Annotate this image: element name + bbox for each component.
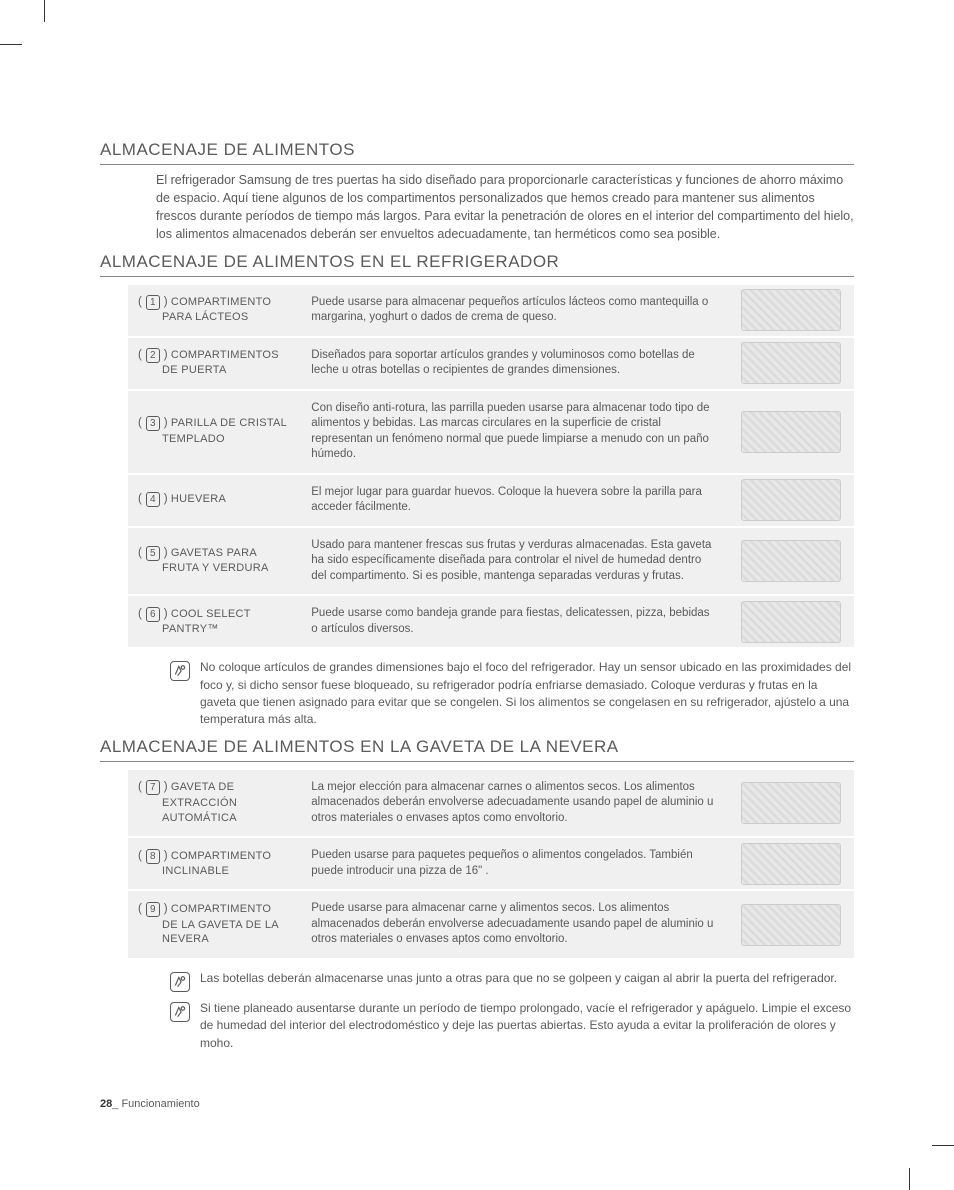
row-illustration bbox=[727, 391, 854, 473]
table-row: ( 1 ) COMPARTIMENTOPARA LÁCTEOSPuede usa… bbox=[128, 285, 854, 336]
note-text: Si tiene planeado ausentarse durante un … bbox=[200, 1000, 854, 1052]
row-description: El mejor lugar para guardar huevos. Colo… bbox=[305, 475, 727, 526]
row-illustration bbox=[727, 838, 854, 889]
table-row: ( 3 ) PARILLA DE CRISTALTEMPLADOCon dise… bbox=[128, 391, 854, 473]
footer-section: Funcionamiento bbox=[121, 1098, 199, 1110]
note-icon bbox=[170, 661, 190, 681]
row-label: ( 3 ) PARILLA DE CRISTALTEMPLADO bbox=[128, 391, 305, 473]
note-icon bbox=[170, 972, 190, 992]
food-illustration bbox=[741, 289, 841, 331]
note-ausencia: Si tiene planeado ausentarse durante un … bbox=[170, 1000, 854, 1052]
food-illustration bbox=[741, 601, 841, 643]
row-label: ( 9 ) COMPARTIMENTODE LA GAVETA DE LA NE… bbox=[128, 891, 305, 958]
row-label: ( 6 ) COOL SELECTPANTRY™ bbox=[128, 596, 305, 647]
food-illustration bbox=[741, 342, 841, 384]
row-description: Puede usarse como bandeja grande para fi… bbox=[305, 596, 727, 647]
table-row: ( 9 ) COMPARTIMENTODE LA GAVETA DE LA NE… bbox=[128, 891, 854, 958]
table-row: ( 7 ) GAVETA DEEXTRACCIÓN AUTOMÁTICALa m… bbox=[128, 770, 854, 837]
storage-table-drawer: ( 7 ) GAVETA DEEXTRACCIÓN AUTOMÁTICALa m… bbox=[128, 768, 854, 960]
row-label: ( 7 ) GAVETA DEEXTRACCIÓN AUTOMÁTICA bbox=[128, 770, 305, 837]
table-row: ( 2 ) COMPARTIMENTOSDE PUERTADiseñados p… bbox=[128, 338, 854, 389]
row-description: La mejor elección para almacenar carnes … bbox=[305, 770, 727, 837]
crop-mark bbox=[909, 1168, 910, 1190]
heading-almacenaje: ALMACENAJE DE ALIMENTOS bbox=[100, 140, 854, 165]
table-row: ( 4 ) HUEVERAEl mejor lugar para guardar… bbox=[128, 475, 854, 526]
intro-paragraph: El refrigerador Samsung de tres puertas … bbox=[156, 171, 854, 244]
food-illustration bbox=[741, 843, 841, 885]
row-label: ( 2 ) COMPARTIMENTOSDE PUERTA bbox=[128, 338, 305, 389]
row-illustration bbox=[727, 338, 854, 389]
crop-mark bbox=[932, 1145, 954, 1146]
food-illustration bbox=[741, 782, 841, 824]
row-description: Diseñados para soportar artículos grande… bbox=[305, 338, 727, 389]
note-botellas: Las botellas deberán almacenarse unas ju… bbox=[170, 970, 854, 992]
note-text: Las botellas deberán almacenarse unas ju… bbox=[200, 970, 837, 992]
row-label: ( 5 ) GAVETAS PARAFRUTA Y VERDURA bbox=[128, 528, 305, 595]
footer-sep: _ bbox=[112, 1098, 118, 1110]
note-sensor: No coloque artículos de grandes dimensio… bbox=[170, 659, 854, 729]
food-illustration bbox=[741, 540, 841, 582]
row-description: Puede usarse para almacenar carne y alim… bbox=[305, 891, 727, 958]
row-illustration bbox=[727, 596, 854, 647]
row-illustration bbox=[727, 770, 854, 837]
food-illustration bbox=[741, 904, 841, 946]
heading-gaveta: ALMACENAJE DE ALIMENTOS EN LA GAVETA DE … bbox=[100, 737, 854, 762]
row-illustration bbox=[727, 528, 854, 595]
row-description: Con diseño anti-rotura, las parrilla pue… bbox=[305, 391, 727, 473]
row-description: Usado para mantener frescas sus frutas y… bbox=[305, 528, 727, 595]
note-text: No coloque artículos de grandes dimensio… bbox=[200, 659, 854, 729]
row-illustration bbox=[727, 891, 854, 958]
manual-page: ALMACENAJE DE ALIMENTOS El refrigerador … bbox=[0, 0, 954, 1090]
row-illustration bbox=[727, 475, 854, 526]
row-label: ( 1 ) COMPARTIMENTOPARA LÁCTEOS bbox=[128, 285, 305, 336]
note-icon bbox=[170, 1002, 190, 1022]
food-illustration bbox=[741, 479, 841, 521]
table-row: ( 6 ) COOL SELECTPANTRY™Puede usarse com… bbox=[128, 596, 854, 647]
food-illustration bbox=[741, 411, 841, 453]
row-label: ( 4 ) HUEVERA bbox=[128, 475, 305, 526]
table-row: ( 5 ) GAVETAS PARAFRUTA Y VERDURAUsado p… bbox=[128, 528, 854, 595]
storage-table-fridge: ( 1 ) COMPARTIMENTOPARA LÁCTEOSPuede usa… bbox=[128, 283, 854, 650]
table-row: ( 8 ) COMPARTIMENTOINCLINABLEPueden usar… bbox=[128, 838, 854, 889]
page-number: 28 bbox=[100, 1098, 112, 1110]
row-label: ( 8 ) COMPARTIMENTOINCLINABLE bbox=[128, 838, 305, 889]
row-illustration bbox=[727, 285, 854, 336]
row-description: Pueden usarse para paquetes pequeños o a… bbox=[305, 838, 727, 889]
page-footer: 28_ Funcionamiento bbox=[100, 1098, 200, 1110]
row-description: Puede usarse para almacenar pequeños art… bbox=[305, 285, 727, 336]
heading-refrigerador: ALMACENAJE DE ALIMENTOS EN EL REFRIGERAD… bbox=[100, 252, 854, 277]
